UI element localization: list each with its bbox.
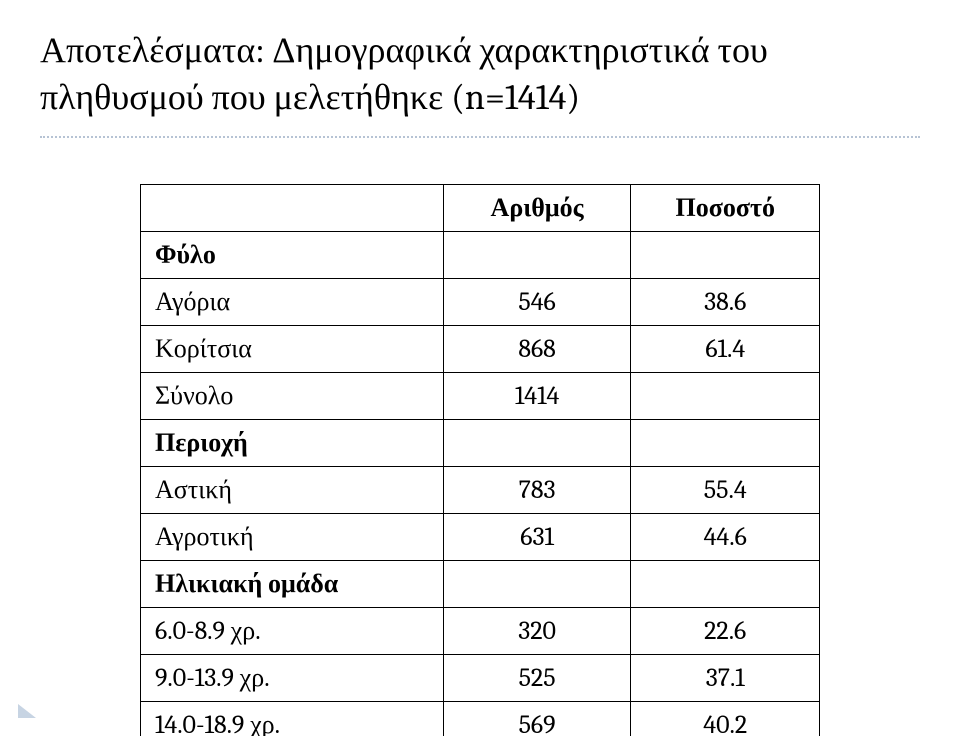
row-count: 320 xyxy=(443,607,631,654)
demographics-table: Αριθμός Ποσοστό Φύλο Αγόρια 546 38.6 Κορ… xyxy=(140,184,820,736)
row-label: Αγόρια xyxy=(141,278,444,325)
table-row: 14.0-18.9 χρ. 569 40.2 xyxy=(141,701,820,736)
row-count: 631 xyxy=(443,513,631,560)
row-count: 546 xyxy=(443,278,631,325)
row-percent: 40.2 xyxy=(631,701,820,736)
row-label: Ηλικιακή ομάδα xyxy=(141,560,444,607)
table-row: Φύλο xyxy=(141,231,820,278)
row-percent xyxy=(631,560,820,607)
row-label: Σύνολο xyxy=(141,372,444,419)
row-percent: 55.4 xyxy=(631,466,820,513)
row-percent xyxy=(631,419,820,466)
row-count: 569 xyxy=(443,701,631,736)
table-row: Περιοχή xyxy=(141,419,820,466)
table-row: Αγροτική 631 44.6 xyxy=(141,513,820,560)
table-header-count: Αριθμός xyxy=(443,184,631,231)
table-row: Αγόρια 546 38.6 xyxy=(141,278,820,325)
row-label: 14.0-18.9 χρ. xyxy=(141,701,444,736)
slide-title-block: Αποτελέσματα: Δημογραφικά χαρακτηριστικά… xyxy=(0,0,960,132)
table-row: Ηλικιακή ομάδα xyxy=(141,560,820,607)
table-header-row: Αριθμός Ποσοστό xyxy=(141,184,820,231)
row-label: Κορίτσια xyxy=(141,325,444,372)
row-label: Περιοχή xyxy=(141,419,444,466)
corner-accent-icon xyxy=(18,704,36,718)
table-row: 9.0-13.9 χρ. 525 37.1 xyxy=(141,654,820,701)
row-label: Αστική xyxy=(141,466,444,513)
row-percent xyxy=(631,231,820,278)
table-row: Σύνολο 1414 xyxy=(141,372,820,419)
table-header-empty xyxy=(141,184,444,231)
row-percent: 22.6 xyxy=(631,607,820,654)
row-count: 783 xyxy=(443,466,631,513)
row-count xyxy=(443,560,631,607)
row-label: Φύλο xyxy=(141,231,444,278)
table-row: Αστική 783 55.4 xyxy=(141,466,820,513)
title-divider xyxy=(40,136,920,138)
slide-title-line1: Αποτελέσματα: Δημογραφικά χαρακτηριστικά… xyxy=(40,28,920,75)
row-label: 9.0-13.9 χρ. xyxy=(141,654,444,701)
slide-title-line2: πληθυσμού που μελετήθηκε (n=1414) xyxy=(40,75,920,122)
table-row: Κορίτσια 868 61.4 xyxy=(141,325,820,372)
row-percent: 37.1 xyxy=(631,654,820,701)
row-count: 525 xyxy=(443,654,631,701)
table-row: 6.0-8.9 χρ. 320 22.6 xyxy=(141,607,820,654)
row-count xyxy=(443,419,631,466)
row-percent: 61.4 xyxy=(631,325,820,372)
row-label: Αγροτική xyxy=(141,513,444,560)
row-count xyxy=(443,231,631,278)
row-label: 6.0-8.9 χρ. xyxy=(141,607,444,654)
demographics-table-wrap: Αριθμός Ποσοστό Φύλο Αγόρια 546 38.6 Κορ… xyxy=(140,184,820,736)
row-percent: 44.6 xyxy=(631,513,820,560)
row-percent xyxy=(631,372,820,419)
row-percent: 38.6 xyxy=(631,278,820,325)
slide-page: Αποτελέσματα: Δημογραφικά χαρακτηριστικά… xyxy=(0,0,960,736)
table-header-percent: Ποσοστό xyxy=(631,184,820,231)
row-count: 868 xyxy=(443,325,631,372)
row-count: 1414 xyxy=(443,372,631,419)
